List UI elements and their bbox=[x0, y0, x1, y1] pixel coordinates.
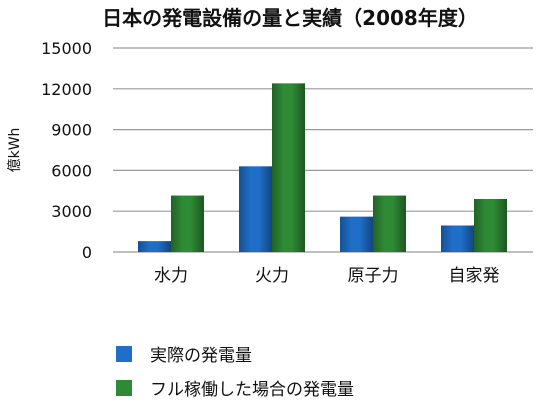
y-axis-label: 億kWh bbox=[7, 128, 23, 173]
y-tick-label: 3000 bbox=[51, 202, 92, 221]
y-tick-label: 9000 bbox=[51, 121, 92, 140]
legend: 実際の発電量 フル稼働した場合の発電量 bbox=[116, 346, 354, 400]
bar-actual bbox=[441, 225, 474, 252]
x-tick-label: 火力 bbox=[255, 266, 289, 286]
x-tick-label: 原子力 bbox=[348, 266, 399, 286]
y-tick-label: 15000 bbox=[41, 39, 92, 58]
y-tick-label: 0 bbox=[82, 243, 92, 262]
x-tick-label: 自家発 bbox=[449, 266, 500, 286]
chart-title: 日本の発電設備の量と実績（2008年度） bbox=[102, 6, 478, 30]
legend-label-actual: 実際の発電量 bbox=[150, 346, 252, 366]
legend-swatch-full-capacity bbox=[116, 380, 132, 396]
bar-full-capacity bbox=[272, 83, 305, 252]
x-tick-labels: 水力 火力 原子力 自家発 bbox=[154, 266, 500, 286]
y-tick-labels: 15000 12000 9000 6000 3000 0 bbox=[41, 39, 92, 262]
bar-full-capacity bbox=[373, 195, 406, 252]
bar-full-capacity bbox=[171, 195, 204, 252]
bar-full-capacity bbox=[474, 198, 507, 252]
bar-actual bbox=[239, 166, 272, 252]
bars bbox=[138, 83, 507, 252]
x-tick-label: 水力 bbox=[154, 266, 188, 286]
bar-actual bbox=[138, 241, 171, 252]
bar-actual bbox=[340, 216, 373, 252]
legend-swatch-actual bbox=[116, 346, 132, 362]
y-tick-label: 6000 bbox=[51, 161, 92, 180]
legend-label-full-capacity: フル稼働した場合の発電量 bbox=[150, 380, 354, 400]
y-tick-label: 12000 bbox=[41, 80, 92, 99]
